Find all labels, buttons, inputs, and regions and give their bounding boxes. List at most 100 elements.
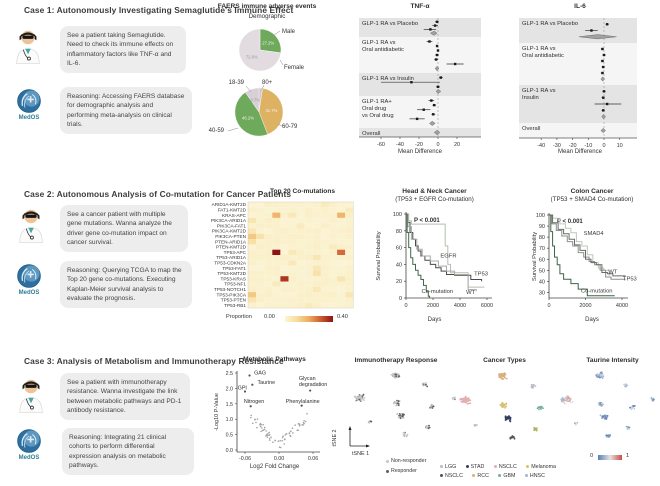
medos-message-bubble: Reasoning: Querying TCGA to map the Top … [60, 261, 192, 309]
heatmap-cell [296, 249, 305, 255]
heatmap-cell [329, 297, 338, 303]
tsne-point [535, 429, 538, 432]
tsne-point [503, 372, 506, 375]
tsne-point [505, 418, 508, 421]
heatmap-cell [320, 212, 329, 218]
pie-leader-line [227, 127, 239, 132]
volcano-point [278, 446, 281, 448]
heatmap-cell [304, 244, 313, 250]
medos-message-bubble: Reasoning: Integrating 21 clinical cohor… [62, 428, 194, 476]
km-xtick-label: 4000 [454, 303, 466, 309]
tsne-point [511, 435, 514, 438]
km-curve-label: Co-mutation [581, 288, 613, 294]
heatmap-cell [280, 297, 289, 303]
volcano-point [289, 434, 291, 437]
volcano-annotation: Nitrogen [244, 399, 264, 405]
heatmap-cell [304, 265, 313, 271]
volcano-point [298, 425, 301, 427]
heatmap-cell [248, 228, 257, 234]
heatmap-cell [304, 260, 313, 266]
heatmap-cell [296, 233, 305, 240]
heatmap-cell [272, 212, 281, 218]
forest-tick-label: 0 [436, 142, 439, 148]
heatmap-cell [337, 217, 346, 224]
heatmap-cell [248, 249, 257, 255]
rcc-dot-icon [472, 474, 476, 477]
heatmap-cell [329, 255, 338, 261]
tsne-point [575, 422, 578, 425]
tsne-point [505, 405, 507, 408]
pie-slice [238, 28, 282, 72]
heatmap-cell [312, 228, 321, 234]
forest-group-label: GLP-1 RA vs [522, 46, 556, 52]
heatmap-cell [296, 286, 305, 293]
tsne-point [396, 402, 399, 405]
km-curve-label: TP53 [623, 276, 637, 282]
tsne-xaxis-arrowhead [366, 444, 370, 448]
tsne-point [428, 424, 430, 427]
heatmap-cell [312, 249, 321, 255]
tsne-point [431, 407, 434, 409]
volcano-point [254, 418, 256, 421]
tsne-point [502, 378, 504, 380]
volcano-point [281, 439, 283, 442]
heatmap-cell [256, 202, 265, 208]
pie-slice [245, 87, 260, 113]
heatmap-cell [280, 255, 289, 261]
tsne-point [390, 373, 393, 376]
tsne-point [360, 400, 363, 402]
tsne-point [504, 415, 507, 418]
melanoma-dot-icon [526, 465, 530, 468]
heatmap-cell [280, 207, 289, 213]
tsne-point [504, 406, 506, 409]
heatmap-cell [264, 217, 273, 224]
forest-point [428, 40, 431, 43]
heatmap-cell [288, 302, 297, 308]
heatmap-cell [296, 270, 305, 277]
forest-point [430, 99, 433, 102]
tsne-point [625, 384, 628, 387]
heatmap-cell [304, 297, 313, 303]
heatmap-cell [337, 286, 346, 293]
heatmap-cell [304, 276, 313, 282]
heatmap-cell [329, 249, 338, 255]
volcano-point [282, 435, 284, 437]
legend-label: STAD [470, 463, 485, 470]
forest-tick-label: 20 [454, 142, 460, 148]
heatmap-cell [304, 286, 313, 293]
heatmap-cell [304, 207, 313, 213]
volcano-ytick-label: 0.5 [226, 433, 233, 439]
heatmap-cell [345, 244, 354, 250]
heatmap-row-label: PIK3CA-KMT2D [212, 229, 247, 234]
heatmap-cell [248, 276, 257, 282]
km-ytick-label: 80 [396, 229, 402, 235]
forest-point [602, 90, 606, 93]
heatmap-cell [264, 223, 273, 229]
tsne-point [424, 383, 427, 386]
heatmap-cell [280, 223, 289, 229]
heatmap-cell [264, 281, 273, 287]
tsne-point [393, 401, 395, 404]
tsne-point [459, 398, 462, 401]
heatmap-cell [256, 286, 265, 293]
volcano-annotation: degradation [299, 382, 327, 388]
heatmap-cell [304, 302, 313, 308]
heatmap-cell [312, 223, 321, 229]
heatmap-cell [272, 217, 281, 224]
tsne-point [363, 397, 366, 399]
pie-leader-line [245, 85, 252, 93]
heatmap-row-label: TP53-ARID1A [216, 255, 247, 260]
heatmap-cell [337, 207, 346, 213]
heatmap-cell [248, 292, 257, 298]
tsne-point [406, 433, 409, 436]
tsne-response-title: Immunotherapy Response [354, 357, 438, 364]
tsne-point [542, 407, 544, 410]
medos-logo [17, 429, 41, 453]
pie-slice-pct: 72.8% [246, 55, 258, 60]
forest-point [415, 117, 419, 121]
heatmap-row-label: KRAS-APC [222, 213, 247, 218]
forest-point [601, 71, 604, 75]
heatmap-cell [329, 276, 338, 282]
forest-point [439, 76, 443, 79]
